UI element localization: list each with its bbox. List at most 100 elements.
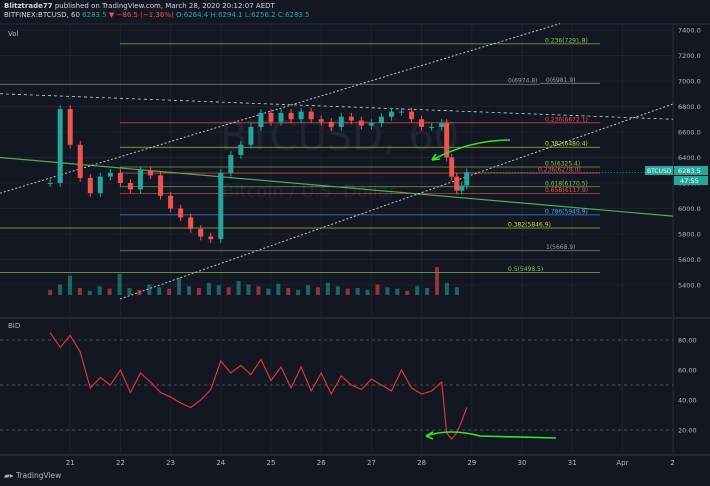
candle-body: [449, 157, 455, 177]
volume-bar: [177, 277, 182, 295]
price-arrow-annotation: [431, 139, 511, 161]
volume-bar: [226, 287, 231, 295]
volume-bar: [216, 285, 221, 295]
price-tick-label: 6800.0: [678, 103, 701, 111]
x-tick-label: Apr: [616, 459, 628, 467]
volume-bar: [345, 288, 350, 295]
candle-body: [107, 172, 113, 177]
price-tick-label: 5800.0: [678, 231, 701, 239]
candle-body: [158, 175, 164, 196]
price-tag-value-text: 6283.5: [678, 167, 701, 175]
trendlines: [0, 23, 674, 300]
price-tick-label: 7200.0: [678, 52, 701, 60]
volume-bar: [425, 288, 430, 295]
volume-bar: [375, 284, 380, 295]
volume-bar: [117, 274, 122, 295]
volume-bar: [415, 286, 420, 295]
fib-levels: 0.236(7291.8) 0(6974.8) 0(6981.9) 0.236(667…: [0, 37, 600, 273]
volume-bar: [315, 287, 320, 295]
volume-bar: [355, 288, 360, 295]
volume-bar: [87, 290, 92, 295]
candle-body: [444, 123, 450, 158]
volume-bar: [276, 283, 281, 295]
volume-bar: [206, 282, 211, 295]
candle-body: [228, 154, 234, 173]
candle-body: [459, 185, 465, 191]
candle-body: [248, 126, 254, 145]
x-tick-label: 29: [467, 459, 476, 467]
volume-bar: [127, 288, 132, 295]
volume-bars: [48, 267, 459, 295]
volume-bar: [196, 288, 201, 295]
candle-body: [429, 126, 435, 128]
price-tick-label: 5400.0: [678, 282, 701, 290]
low-value: L:6256.2: [244, 11, 276, 19]
candle-body: [238, 144, 244, 155]
high-value: H:6294.1: [210, 11, 243, 19]
symbol-line: BITFINEX:BTCUSD, 60 6283.5 ▼ −86.5 (−1.3…: [4, 11, 310, 19]
x-tick-label: 21: [66, 459, 75, 467]
fib-level-label: 0.382(5846.9): [508, 222, 551, 229]
fib-level-label: 0.236(6672.1): [545, 116, 588, 123]
volume-bar: [187, 286, 192, 295]
volume-bar: [365, 289, 370, 295]
resistance-trendline: [0, 93, 674, 120]
candle-body: [127, 183, 133, 190]
candle-body: [439, 123, 445, 127]
price-tick-label: 5600.0: [678, 256, 701, 264]
x-tick-label: 27: [367, 459, 376, 467]
x-tick-label: 22: [116, 459, 125, 467]
volume-bar: [137, 289, 142, 295]
candle-body: [368, 123, 374, 126]
volume-bar: [48, 289, 53, 295]
channel-upper-line: [0, 23, 561, 194]
candle-body: [97, 176, 103, 194]
fib-level-label: 0.618(6170.5): [545, 180, 588, 187]
volume-bar: [236, 281, 241, 295]
volume-bar: [167, 288, 172, 295]
volume-bar: [97, 286, 102, 295]
fib-level-label: 0.236(6278.0): [538, 167, 581, 174]
candle-body: [358, 120, 364, 126]
x-tick-label: 30: [518, 459, 527, 467]
candle-body: [178, 208, 184, 218]
tradingview-brand[interactable]: ▰▸ TradingView: [4, 471, 61, 480]
bid-series: [49, 332, 468, 440]
countdown-tag: [674, 176, 708, 185]
price-tick-label: 7400.0: [678, 27, 701, 35]
price-tick-label: 7000.0: [678, 78, 701, 86]
countdown-text: 47:55: [680, 177, 699, 185]
candle-body: [464, 172, 470, 186]
x-tick-label: 23: [166, 459, 175, 467]
fib-level-label: 0(6981.9): [546, 77, 576, 84]
fib-level-label: 0.382(6480.4): [545, 141, 588, 148]
candle-body: [208, 236, 214, 240]
volume-bar: [395, 288, 400, 295]
volume-bar: [325, 282, 330, 295]
candle-body: [419, 119, 425, 127]
candle-body: [67, 109, 73, 145]
vol-pane-label: Vol: [8, 30, 19, 38]
price-tick-label: 6400.0: [678, 154, 701, 162]
fib-level-label: 0.786(5949.9): [545, 208, 588, 215]
price-series: [47, 105, 673, 243]
candle-body: [378, 116, 384, 124]
bid-tick-label: 20.00: [678, 427, 697, 435]
price-tick-label: 6600.0: [678, 129, 701, 137]
candle-body: [268, 112, 274, 122]
fib-level-label: 1(5668.9): [546, 244, 576, 251]
author-name: Blitztrade77: [4, 2, 53, 10]
channel-lower-line: [119, 103, 674, 300]
green-trendline: [0, 156, 674, 217]
close-value: C:6283.5: [277, 11, 310, 19]
volume-bar: [77, 288, 82, 295]
open-value: O:6264.4: [175, 11, 209, 19]
x-tick-label: 28: [417, 459, 426, 467]
fib-level-label: 0(6974.8): [508, 78, 538, 85]
fib-level-label: 0.236(7291.8): [545, 37, 588, 44]
volume-bar: [67, 275, 72, 295]
volume-bar: [296, 289, 301, 295]
brand-name: TradingView: [15, 471, 62, 480]
fib-level-label: 0.5(5498.5): [508, 266, 543, 273]
